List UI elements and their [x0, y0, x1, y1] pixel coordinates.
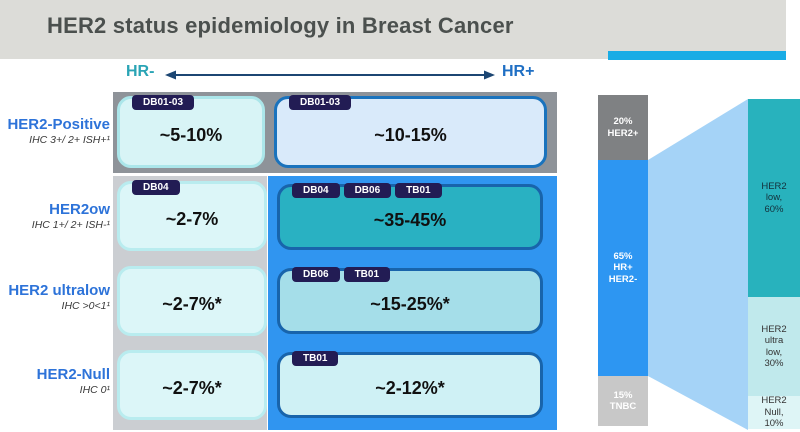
segment-label-line: HER2 [761, 395, 787, 407]
tag-group: DB01-03 [289, 95, 352, 110]
tag-group: TB01 [292, 351, 339, 366]
cell-her2-ultralow-hr-positive: DB06 TB01 ~15-25%* [277, 267, 543, 334]
row-name: HER2-Positive [7, 116, 110, 133]
row-label-her2-low: HER2ow IHC 1+/ 2+ ISH-¹ [0, 201, 110, 231]
cell-her2-low-hr-positive: DB04 DB06 TB01 ~35-45% [277, 183, 543, 250]
segment-label-line: ultra [764, 335, 784, 346]
bar-segment-tnbc: 15% TNBC [598, 376, 648, 426]
hr-axis-arrow-icon [165, 70, 495, 80]
cell-her2-null-hr-positive: TB01 ~2-12%* [277, 351, 543, 418]
segment-label-line: 60% [764, 203, 784, 215]
population-stacked-bar: 20% HER2+ 65% HR+ HER2- 15% TNBC [598, 95, 648, 426]
cell-value: ~35-45% [373, 209, 447, 230]
db-tag: DB06 [343, 183, 392, 198]
segment-label-line: 30% [764, 358, 784, 369]
cell-her2-ultralow-hr-negative: ~2-7%* [117, 266, 267, 336]
row-criteria: IHC 0¹ [79, 384, 110, 396]
accent-bar [608, 51, 786, 60]
tag-group: DB04 [132, 180, 180, 195]
cell-value: ~2-7%* [162, 377, 222, 398]
row-name: HER2-Null [36, 366, 110, 383]
bar-segment-her2-ultralow: HER2 ultra low, 30% [748, 297, 800, 396]
db-tag: DB04 [292, 183, 340, 198]
db-tag: TB01 [343, 267, 391, 282]
bar-segment-her2-null: HER2 Null, 10% [748, 395, 800, 430]
cell-value: ~2-12%* [375, 377, 445, 398]
page-title: HER2 status epidemiology in Breast Cance… [47, 13, 514, 38]
db-tag: DB04 [132, 180, 180, 195]
segment-label-line: Null, [764, 406, 784, 418]
row-criteria: IHC 3+/ 2+ ISH+¹ [29, 134, 110, 146]
row-label-her2-null: HER2-Null IHC 0¹ [0, 366, 110, 396]
cell-value: ~2-7%* [162, 293, 222, 314]
segment-label-line: TNBC [609, 401, 637, 412]
row-criteria: IHC >0<1¹ [61, 300, 110, 312]
row-name: HER2ow [49, 201, 110, 218]
bar-segment-hr-positive-her2-negative: 65% HR+ HER2- [598, 160, 648, 376]
cell-value: ~10-15% [374, 124, 447, 145]
segment-label-line: 20% [613, 116, 633, 127]
segment-label-line: HR+ [613, 262, 633, 274]
tag-group: DB06 TB01 [292, 267, 391, 282]
cell-her2-null-hr-negative: ~2-7%* [117, 350, 267, 420]
row-label-her2-positive: HER2-Positive IHC 3+/ 2+ ISH+¹ [0, 116, 110, 146]
segment-label-line: HER2- [608, 273, 638, 285]
db-tag: DB01-03 [289, 95, 352, 110]
hr-positive-label: HR+ [502, 63, 535, 80]
cell-value: ~5-10% [159, 124, 223, 145]
row-name: HER2 ultralow [8, 282, 110, 299]
her2-low-breakdown-stacked-bar: HER2 low, 60% HER2 ultra low, 30% HER2 N… [748, 99, 800, 429]
cell-her2-positive-hr-negative: DB01-03 ~5-10% [117, 95, 265, 168]
segment-label-line: 15% [613, 389, 633, 401]
cell-her2-positive-hr-positive: DB01-03 ~10-15% [274, 95, 547, 168]
row-criteria: IHC 1+/ 2+ ISH-¹ [31, 219, 110, 231]
cell-her2-low-hr-negative: DB04 ~2-7% [117, 180, 267, 251]
cell-value: ~15-25%* [370, 293, 450, 314]
flow-band [648, 99, 748, 430]
db-tag: TB01 [395, 183, 442, 198]
segment-label-line: HER2 [761, 323, 787, 335]
db-tag: DB01-03 [132, 95, 195, 110]
bar-segment-her2-low: HER2 low, 60% [748, 99, 800, 297]
bar-segment-her2-positive: 20% HER2+ [598, 95, 648, 160]
segment-label-line: 65% [613, 250, 633, 262]
segment-label-line: 10% [764, 418, 784, 430]
segment-label-line: HER2 [761, 180, 787, 192]
title-bar [0, 0, 786, 59]
tag-group: DB04 DB06 TB01 [292, 183, 442, 198]
segment-label-line: low, [765, 346, 783, 358]
hr-negative-label: HR- [126, 63, 155, 80]
segment-label-line: HER2+ [607, 127, 639, 139]
cell-value: ~2-7% [165, 208, 219, 229]
segment-label-line: low, [765, 192, 783, 204]
db-tag: DB06 [292, 267, 340, 282]
db-tag: TB01 [292, 351, 339, 366]
row-label-her2-ultralow: HER2 ultralow IHC >0<1¹ [0, 282, 110, 312]
tag-group: DB01-03 [132, 95, 195, 110]
